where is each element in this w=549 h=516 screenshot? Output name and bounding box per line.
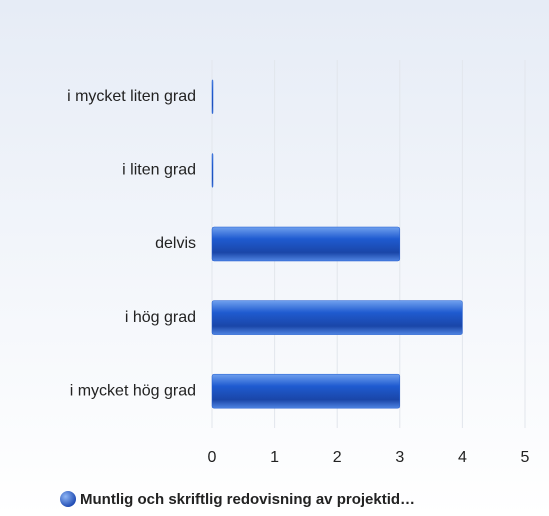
x-tick-label: 5 [521,449,530,466]
y-tick-label: i hög grad [125,309,196,326]
y-tick-label: i mycket hög grad [70,382,196,399]
legend-label: Muntlig och skriftlig redovisning av pro… [80,491,415,508]
bar [211,79,214,115]
bar [211,373,401,409]
x-tick-label: 1 [270,449,279,466]
x-tick-label: 3 [395,449,404,466]
bar [211,153,214,188]
x-tick-label: 2 [333,449,342,466]
y-tick-label: i mycket liten grad [67,88,196,105]
y-tick-label: i liten grad [122,162,196,179]
legend-marker [60,491,76,507]
x-tick-label: 0 [208,449,217,466]
bar [211,300,463,335]
y-tick-label: delvis [155,235,196,252]
x-tick-label: 4 [458,449,467,466]
bar [211,226,401,262]
